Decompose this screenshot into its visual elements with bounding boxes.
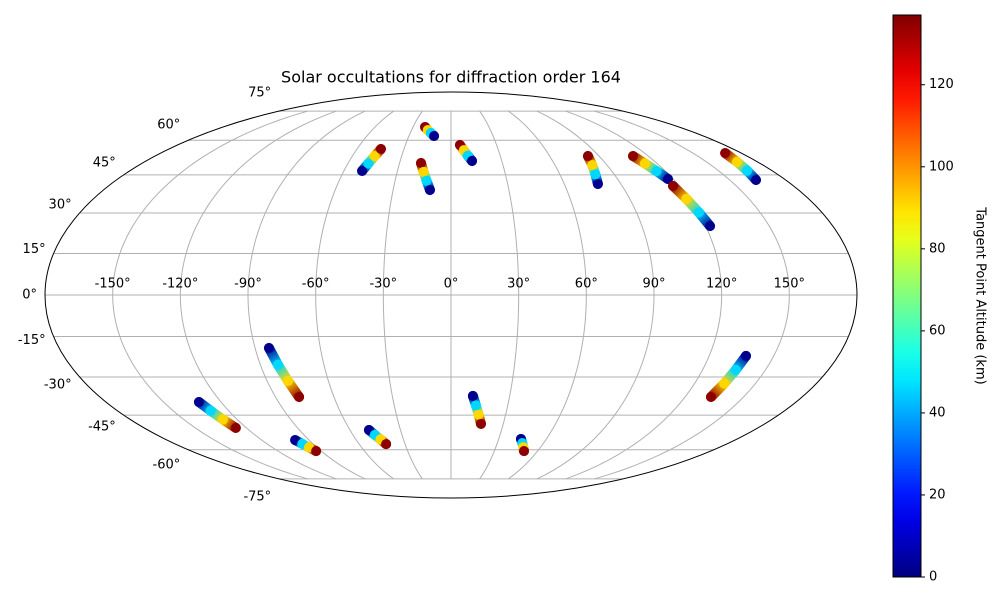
grid-line bbox=[179, 110, 337, 480]
track-point bbox=[732, 156, 743, 167]
x-tick-label: -90° bbox=[234, 277, 262, 292]
grid-line bbox=[382, 110, 423, 480]
colorbar-tick-label: 100 bbox=[929, 159, 954, 174]
grid bbox=[44, 91, 858, 499]
track-point bbox=[375, 144, 386, 155]
track-point bbox=[592, 178, 603, 189]
tick-labels: -75° -60° -45° -30° -15° 0° 15° 30° 45° 60° 75° -15… bbox=[18, 85, 805, 504]
x-tick-label: -30° bbox=[369, 277, 397, 292]
track-point bbox=[205, 405, 216, 416]
y-tick-label: 75° bbox=[248, 85, 271, 100]
track-point bbox=[640, 158, 651, 169]
track-point bbox=[720, 148, 731, 159]
tracks bbox=[193, 121, 761, 457]
track-point bbox=[730, 364, 741, 375]
x-tick-label: 90° bbox=[642, 277, 665, 292]
track-point bbox=[193, 397, 204, 408]
track-point bbox=[467, 155, 478, 166]
y-tick-label: -45° bbox=[88, 420, 116, 435]
y-tick-label: -15° bbox=[18, 333, 46, 348]
x-tick-label: 150° bbox=[774, 277, 805, 292]
track-point bbox=[282, 375, 293, 386]
colorbar-scale bbox=[892, 14, 922, 578]
grid-line bbox=[112, 110, 308, 480]
track-point bbox=[424, 184, 435, 195]
track-point bbox=[263, 343, 274, 354]
colorbar-tick-label: 80 bbox=[929, 241, 946, 256]
track-point bbox=[369, 151, 380, 162]
x-tick-label: -150° bbox=[95, 277, 131, 292]
x-tick-label: -60° bbox=[302, 277, 330, 292]
grid-line bbox=[247, 110, 366, 480]
track-point bbox=[429, 130, 440, 141]
y-tick-label: 15° bbox=[23, 242, 46, 257]
track-point bbox=[662, 173, 673, 184]
track-point bbox=[230, 422, 241, 433]
track-point bbox=[651, 166, 662, 177]
track-point bbox=[719, 378, 730, 389]
grid-line bbox=[536, 110, 655, 480]
grid-line bbox=[507, 110, 587, 480]
chart-title: Solar occultations for diffraction order… bbox=[281, 68, 621, 87]
x-tick-label: -120° bbox=[162, 277, 198, 292]
track-point bbox=[582, 151, 593, 162]
grid-line bbox=[479, 110, 520, 480]
track-point bbox=[693, 207, 704, 218]
grid-line bbox=[594, 110, 790, 480]
track-point bbox=[311, 446, 322, 457]
y-tick-label: 30° bbox=[49, 197, 72, 212]
colorbar-label: Tangent Point Altitude (km) bbox=[973, 206, 988, 384]
track-point bbox=[740, 350, 751, 361]
map-boundary bbox=[44, 91, 858, 499]
track-point bbox=[705, 221, 716, 232]
track-point bbox=[668, 180, 679, 191]
colorbar-tick-label: 40 bbox=[929, 405, 946, 420]
track-point bbox=[467, 390, 478, 401]
grid-line bbox=[565, 110, 723, 480]
colorbar: 0 20 40 60 80 100 120 bbox=[892, 14, 954, 585]
track-point bbox=[218, 414, 229, 425]
colorbar-tick-label: 60 bbox=[929, 323, 946, 338]
track-point bbox=[705, 391, 716, 402]
colorbar-tick-label: 120 bbox=[929, 77, 954, 92]
track-point bbox=[750, 174, 761, 185]
track-point bbox=[470, 400, 481, 411]
track-point bbox=[742, 165, 753, 176]
track-point bbox=[363, 158, 374, 169]
track-point bbox=[381, 439, 392, 450]
x-tick-label: 0° bbox=[444, 277, 459, 292]
y-tick-label: -75° bbox=[243, 490, 271, 505]
track-point bbox=[681, 193, 692, 204]
y-tick-label: -60° bbox=[153, 458, 181, 473]
track-point bbox=[518, 446, 529, 457]
track-point bbox=[475, 418, 486, 429]
track-point bbox=[628, 151, 639, 162]
track-point bbox=[294, 391, 305, 402]
track-point bbox=[357, 165, 368, 176]
track-point bbox=[587, 160, 598, 171]
track-point bbox=[473, 409, 484, 420]
colorbar-tick-label: 20 bbox=[929, 487, 946, 502]
track-point bbox=[272, 359, 283, 370]
track-point bbox=[590, 169, 601, 180]
y-tick-label: 60° bbox=[157, 117, 180, 132]
track-point bbox=[416, 158, 427, 169]
grid-line bbox=[315, 110, 395, 480]
y-tick-label: -30° bbox=[44, 378, 72, 393]
track-point bbox=[421, 175, 432, 186]
x-tick-label: 120° bbox=[706, 277, 737, 292]
y-tick-label: 45° bbox=[93, 155, 116, 170]
x-tick-label: 60° bbox=[575, 277, 598, 292]
x-tick-label: 30° bbox=[507, 277, 530, 292]
track-point bbox=[418, 166, 429, 177]
colorbar-tick-label: 0 bbox=[929, 570, 937, 585]
y-tick-label: 0° bbox=[22, 288, 37, 303]
